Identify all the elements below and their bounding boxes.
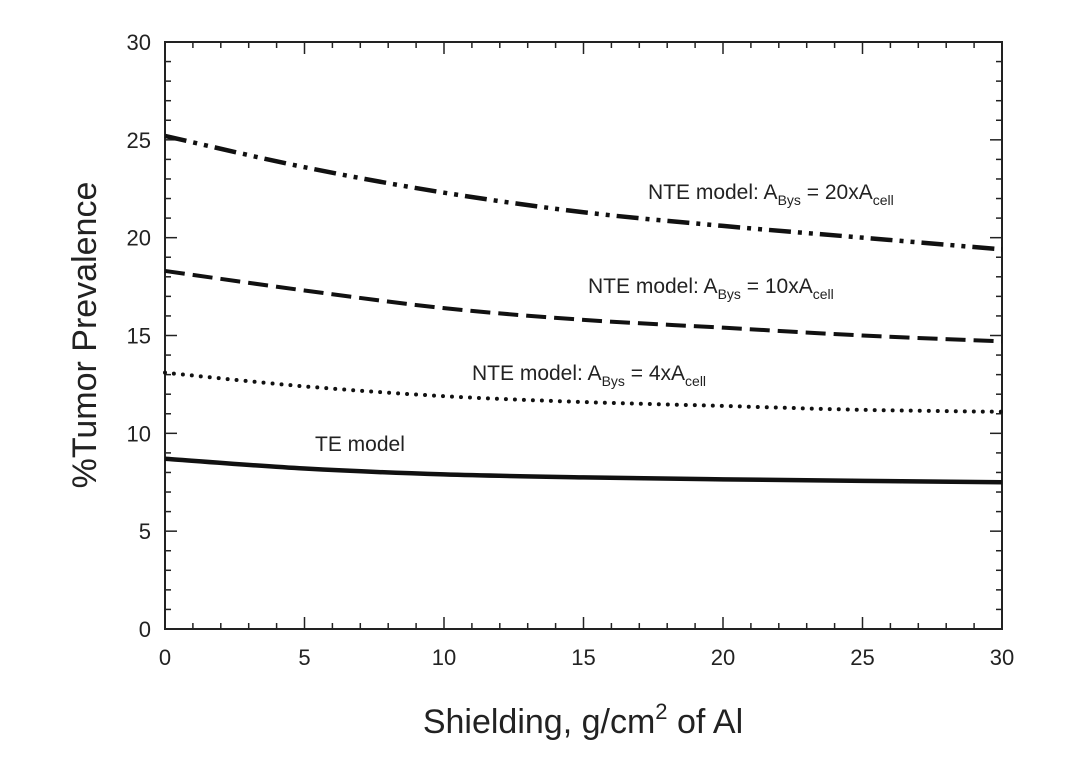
y-tick-label: 25	[127, 128, 151, 153]
y-tick-label: 15	[127, 324, 151, 349]
series-label-nte-10x: NTE model: ABys = 10xAcell	[588, 275, 834, 302]
series-label-nte-4x: NTE model: ABys = 4xAcell	[472, 362, 706, 389]
y-tick-label: 20	[127, 226, 151, 251]
series-line-solid	[164, 456, 1003, 485]
x-axis-title-main: Shielding, g/cm	[423, 703, 655, 741]
ticks	[164, 41, 1003, 630]
x-tick-label: 25	[850, 645, 874, 670]
y-axis-title: %Tumor Prevalence	[66, 182, 104, 489]
x-tick-label: 0	[159, 645, 171, 670]
x-axis-title: Shielding, g/cm2 of Al	[423, 699, 743, 741]
x-axis-title-sup: 2	[655, 699, 667, 724]
series-line-dashed	[164, 268, 1003, 344]
tick-labels: 0 5 10 15 20 25 30 0 5 10 15 20 25 30	[127, 30, 1015, 670]
series-label-nte-20x: NTE model: ABys = 20xAcell	[648, 181, 894, 208]
y-tick-label: 5	[139, 519, 151, 544]
x-tick-label: 5	[298, 645, 310, 670]
series-lines	[163, 133, 1004, 485]
x-tick-label: 20	[711, 645, 735, 670]
series-label-te: TE model	[315, 433, 405, 456]
x-tick-label: 10	[432, 645, 456, 670]
y-tick-label: 10	[127, 421, 151, 446]
series-line-dash-dot-dot	[164, 133, 1003, 252]
x-tick-label: 15	[571, 645, 595, 670]
y-tick-label: 30	[127, 30, 151, 55]
y-tick-label: 0	[139, 617, 151, 642]
x-axis-title-suffix: of Al	[668, 703, 744, 741]
x-tick-label: 30	[990, 645, 1014, 670]
